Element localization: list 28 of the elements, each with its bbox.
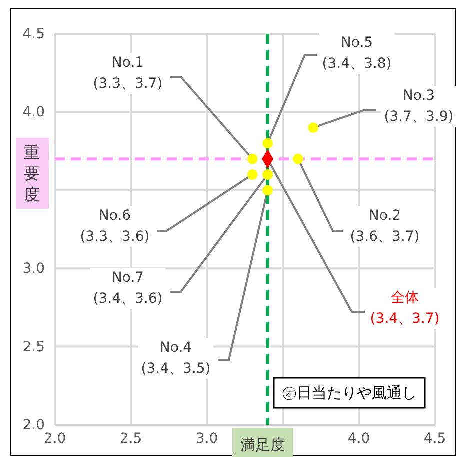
- data-label: No.5 (3.4、3.8): [322, 35, 392, 72]
- point: [247, 170, 258, 180]
- data-label: No.6 (3.3、3.6): [80, 208, 150, 245]
- data-label: No.1 (3.3、3.7): [93, 55, 163, 92]
- point: [262, 138, 273, 149]
- y-tick-label: 4.0: [22, 104, 45, 121]
- x-tick-label: 2.0: [44, 430, 66, 447]
- data-label: No.4 (3.4、3.5): [141, 340, 211, 377]
- point: [262, 170, 273, 180]
- point: [262, 185, 273, 196]
- data-label: 全体 (3.4、3.7): [370, 290, 440, 327]
- y-tick-label: 4.5: [22, 26, 45, 42]
- data-label: No.7 (3.4、3.6): [93, 270, 163, 307]
- x-axis-title: 満足度: [240, 436, 286, 454]
- data-label: No.3 (3.7、3.9): [384, 88, 454, 125]
- y-axis-title: 重要度: [24, 143, 40, 204]
- point: [247, 154, 258, 164]
- point: [308, 122, 319, 134]
- annotation: ㋔日当たりや風通し: [282, 384, 417, 402]
- x-tick-label: 2.5: [120, 430, 142, 447]
- y-tick-label: 2.0: [22, 417, 45, 434]
- x-tick-label: 4.5: [424, 430, 446, 447]
- x-tick-label: 3.0: [196, 430, 218, 447]
- x-tick-label: 4.0: [348, 430, 370, 447]
- y-tick-label: 2.5: [22, 339, 45, 356]
- data-label: No.2 (3.6、3.7): [350, 208, 420, 245]
- point: [293, 154, 304, 164]
- y-tick-label: 3.0: [22, 261, 45, 278]
